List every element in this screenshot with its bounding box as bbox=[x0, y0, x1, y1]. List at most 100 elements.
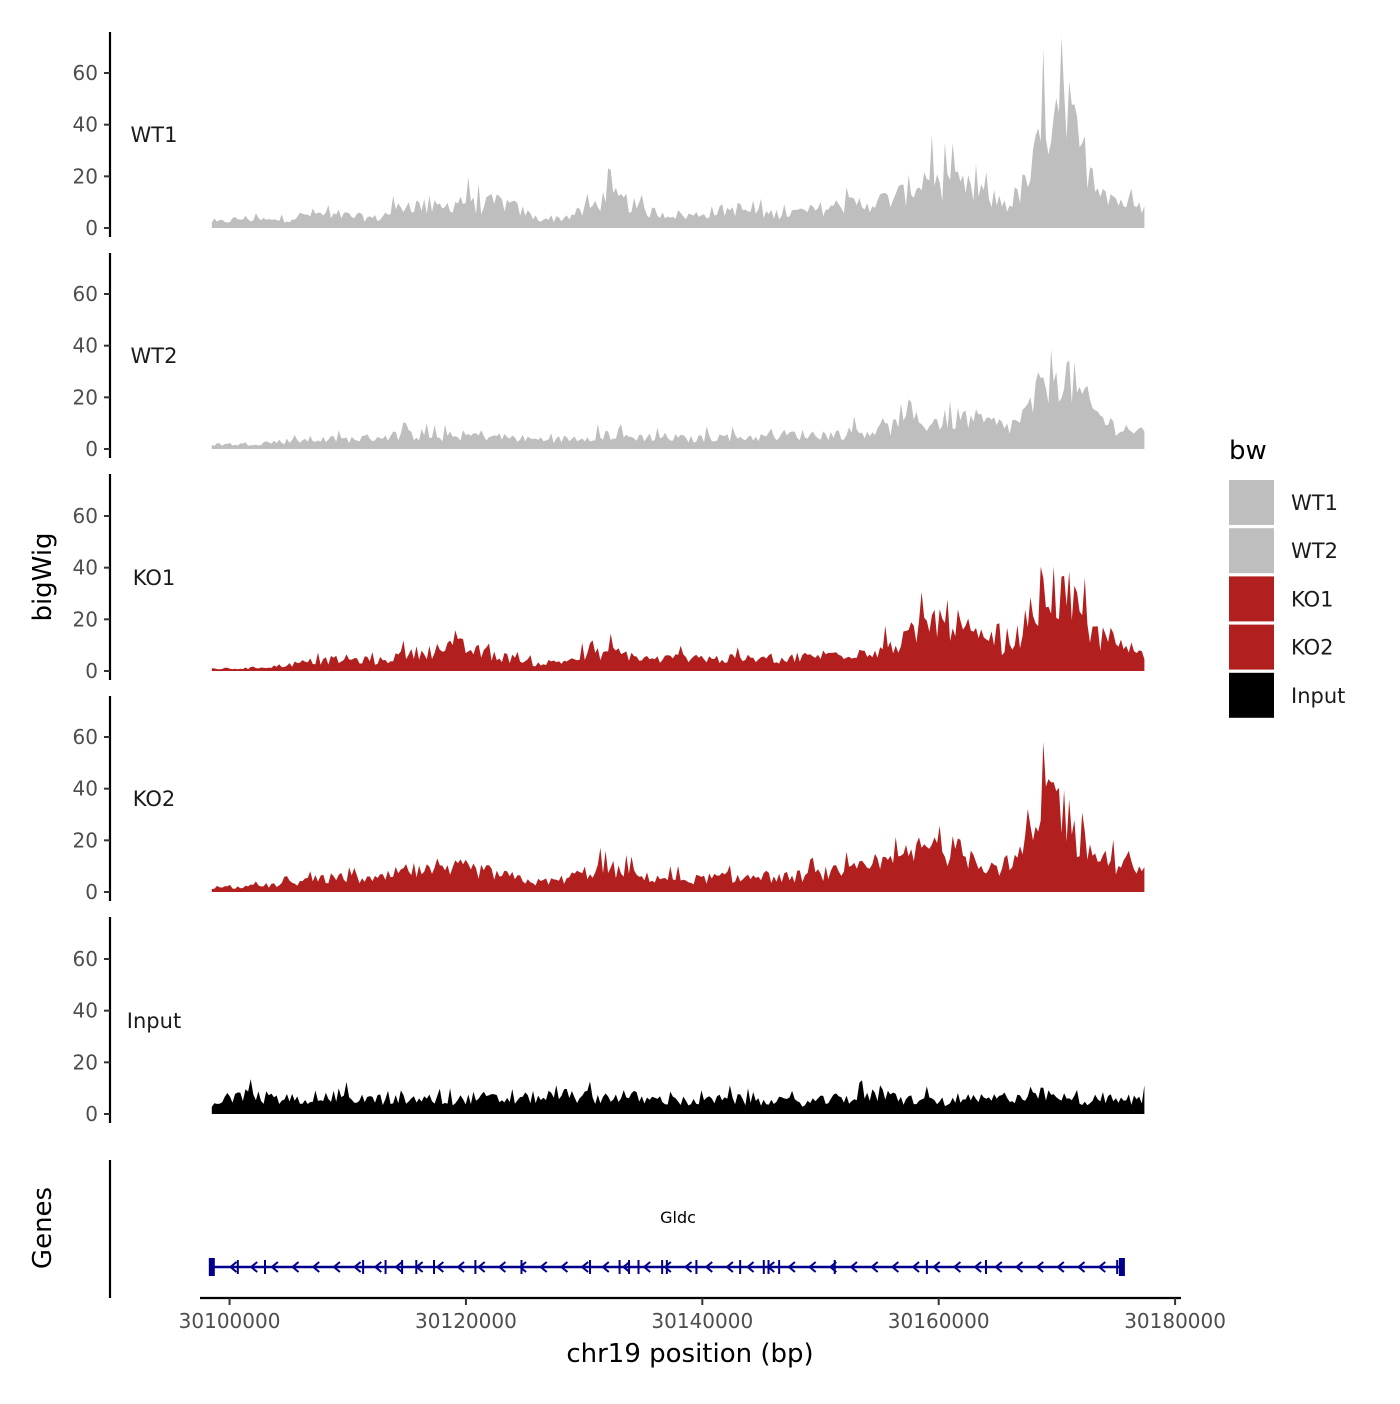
strand-arrow bbox=[808, 1261, 817, 1273]
gene-exon bbox=[833, 1260, 836, 1274]
gene-exon bbox=[401, 1260, 404, 1274]
gene-exon bbox=[778, 1260, 781, 1274]
gene-exon bbox=[661, 1260, 664, 1274]
track-label: Input bbox=[127, 1009, 181, 1033]
x-tick-label: 30160000 bbox=[888, 1309, 990, 1333]
coverage-area-ko2 bbox=[211, 742, 1145, 892]
track-label: KO2 bbox=[133, 787, 176, 811]
gene-exon bbox=[618, 1260, 621, 1274]
strand-arrow bbox=[249, 1261, 258, 1273]
gene-exon bbox=[637, 1260, 640, 1274]
legend-key-wt2 bbox=[1229, 528, 1274, 574]
y-tick-label: 40 bbox=[73, 113, 98, 137]
strand-arrow bbox=[663, 1261, 672, 1273]
x-tick-label: 30140000 bbox=[651, 1309, 753, 1333]
strand-arrow bbox=[497, 1261, 507, 1273]
gene-exon bbox=[264, 1260, 267, 1274]
strand-arrow bbox=[559, 1261, 569, 1273]
y-tick-label: 60 bbox=[73, 947, 98, 971]
gene-exon bbox=[984, 1260, 987, 1274]
y-tick-label: 40 bbox=[73, 556, 98, 580]
strand-arrow bbox=[1097, 1261, 1106, 1273]
strand-arrow bbox=[642, 1261, 651, 1273]
track-input: 0 20 40 60 Input bbox=[73, 917, 1145, 1126]
gene-model bbox=[208, 1258, 1125, 1276]
y-tick-label: 0 bbox=[85, 1102, 98, 1126]
strand-arrow bbox=[1014, 1261, 1024, 1273]
coverage-area-wt1 bbox=[211, 36, 1145, 228]
strand-arrow bbox=[952, 1261, 962, 1273]
gene-exon bbox=[1118, 1258, 1125, 1276]
gene-exon bbox=[925, 1260, 928, 1274]
gene-exon bbox=[739, 1260, 742, 1274]
gene-label: Gldc bbox=[660, 1208, 696, 1227]
y-tick-label: 0 bbox=[85, 880, 98, 904]
y-tick-label: 60 bbox=[73, 61, 98, 85]
strand-arrow bbox=[1076, 1261, 1086, 1273]
y-tick-label: 20 bbox=[73, 164, 98, 188]
gene-exon bbox=[695, 1260, 698, 1274]
legend-label: KO1 bbox=[1291, 587, 1334, 611]
coverage-area-ko1 bbox=[211, 566, 1145, 671]
y-tick-label: 60 bbox=[73, 725, 98, 749]
y-tick-label: 40 bbox=[73, 777, 98, 801]
strand-arrow bbox=[601, 1261, 610, 1273]
legend-key-ko2 bbox=[1229, 624, 1274, 670]
y-axis-title: bigWig bbox=[28, 532, 58, 621]
x-tick-label: 30100000 bbox=[179, 1309, 281, 1333]
track-wt2: 0 20 40 60 WT2 bbox=[73, 253, 1145, 461]
strand-arrow bbox=[621, 1261, 631, 1273]
strand-arrow bbox=[290, 1261, 300, 1273]
gene-exon bbox=[762, 1260, 765, 1274]
strand-arrow bbox=[394, 1261, 403, 1273]
legend-key-ko1 bbox=[1229, 576, 1274, 622]
track-label: WT2 bbox=[131, 344, 178, 368]
legend-key-input bbox=[1229, 672, 1274, 718]
gene-exon bbox=[1116, 1260, 1119, 1274]
y-tick-label: 0 bbox=[85, 437, 98, 461]
strand-arrow bbox=[787, 1261, 796, 1273]
x-tick-label: 30120000 bbox=[415, 1309, 517, 1333]
strand-arrow bbox=[746, 1261, 755, 1273]
gene-exon bbox=[474, 1260, 477, 1274]
gene-exon bbox=[520, 1260, 523, 1274]
y-tick-label: 20 bbox=[73, 385, 98, 409]
y-tick-label: 40 bbox=[73, 999, 98, 1023]
legend-label: KO2 bbox=[1291, 636, 1334, 660]
track-ko2: 0 20 40 60 KO2 bbox=[73, 696, 1145, 904]
strand-arrow bbox=[932, 1261, 941, 1273]
y-tick-label: 20 bbox=[73, 607, 98, 631]
strand-arrow bbox=[353, 1261, 362, 1273]
gene-exon bbox=[362, 1260, 365, 1274]
x-tick-label: 30180000 bbox=[1124, 1309, 1226, 1333]
y-tick-label: 0 bbox=[85, 659, 98, 683]
track-wt1: 0 20 40 60 WT1 bbox=[73, 32, 1145, 240]
gene-exon bbox=[589, 1260, 592, 1274]
legend: WT1 WT2 KO1 KO2 Input bbox=[1229, 480, 1345, 718]
legend-title: bw bbox=[1229, 436, 1267, 466]
x-axis: 30100000 30120000 30140000 30160000 30180000 bbox=[179, 1296, 1226, 1333]
strand-arrow bbox=[477, 1261, 486, 1273]
gene-exon bbox=[208, 1258, 215, 1276]
y-tick-label: 20 bbox=[73, 1050, 98, 1074]
gene-exon bbox=[415, 1260, 418, 1274]
gene-exon bbox=[767, 1260, 770, 1274]
strand-arrow bbox=[849, 1261, 858, 1273]
track-label: KO1 bbox=[133, 566, 176, 590]
gene-exon bbox=[236, 1260, 239, 1274]
strand-arrow bbox=[890, 1261, 900, 1273]
track-label: WT1 bbox=[131, 123, 178, 147]
strand-arrow bbox=[704, 1261, 713, 1273]
gene-exon bbox=[433, 1260, 436, 1274]
strand-arrow bbox=[373, 1261, 382, 1273]
y-tick-label: 60 bbox=[73, 282, 98, 306]
strand-arrow bbox=[435, 1261, 444, 1273]
legend-label: WT1 bbox=[1291, 491, 1338, 515]
genes-track-title: Genes bbox=[28, 1187, 58, 1269]
strand-arrow bbox=[1056, 1261, 1065, 1273]
strand-arrow bbox=[518, 1261, 527, 1273]
legend-key-wt1 bbox=[1229, 480, 1274, 525]
gene-exon bbox=[628, 1260, 631, 1274]
strand-arrow bbox=[539, 1261, 548, 1273]
